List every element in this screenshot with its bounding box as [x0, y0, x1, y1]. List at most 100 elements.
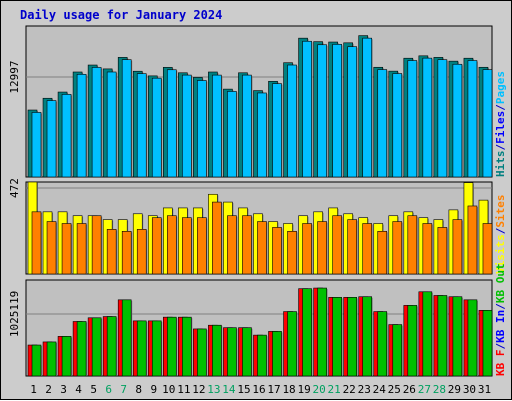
pages-files-hits-y-tick-label: 12997 [8, 60, 21, 93]
kb-out-bar [272, 331, 282, 377]
sites-bar [437, 227, 448, 275]
kb-out-bar [422, 291, 433, 377]
x-tick-label: 15 [237, 383, 250, 396]
sites-bar [91, 215, 102, 275]
legend-part: Sites [494, 195, 507, 228]
sites-bar [272, 227, 282, 275]
sites-bar [347, 219, 357, 275]
legend-part: Hits [494, 151, 507, 178]
files-bar [482, 69, 493, 178]
kb-out-bar [182, 316, 192, 377]
files-bar [377, 69, 388, 178]
files-bar [166, 69, 177, 178]
sites-bar [257, 221, 267, 275]
visits-sites-axis-legend: Visits/Sites [494, 195, 507, 275]
sites-bar [392, 221, 403, 275]
files-bar [332, 44, 342, 178]
sites-bar [46, 221, 57, 275]
x-tick-label: 29 [448, 383, 461, 396]
sites-bar [452, 219, 463, 275]
sites-bar [61, 223, 72, 275]
files-bar [287, 64, 297, 178]
x-tick-label: 12 [192, 383, 205, 396]
sites-bar [242, 215, 252, 275]
kb-out-bar [287, 311, 297, 377]
x-tick-label: 10 [162, 383, 175, 396]
x-tick-label: 22 [343, 383, 356, 396]
x-tick-label: 30 [463, 383, 476, 396]
legend-part: KB In [494, 310, 507, 343]
files-bar [392, 73, 403, 178]
kb-out-bar [31, 344, 42, 377]
kb-out-bar [347, 297, 357, 377]
chart-title: Daily usage for January 2024 [20, 8, 223, 22]
x-tick-label: 27 [418, 383, 431, 396]
sites-bar [482, 223, 493, 275]
legend-part: Pages [494, 71, 507, 104]
x-tick-label: 17 [267, 383, 280, 396]
sites-bar [332, 215, 342, 275]
legend-part: KB F [494, 350, 507, 377]
x-tick-label: 20 [313, 383, 326, 396]
sites-bar [151, 217, 162, 275]
sites-bar [422, 223, 433, 275]
x-tick-label: 3 [60, 383, 67, 396]
x-tick-label: 31 [478, 383, 491, 396]
visits-sites-y-tick-label: 472 [8, 178, 21, 198]
files-bar [242, 74, 252, 178]
kb-out-bar [106, 316, 117, 377]
kb-out-bar [362, 296, 373, 377]
sites-bar [76, 223, 87, 275]
x-tick-label: 7 [120, 383, 127, 396]
kb-out-bar [212, 324, 222, 377]
sites-bar [166, 215, 177, 275]
kb-out-bar [136, 320, 147, 377]
legend-part: KB Out [494, 263, 507, 303]
files-bar [362, 37, 373, 178]
x-tick-label: 13 [207, 383, 220, 396]
files-bar [452, 63, 463, 178]
files-bar [121, 59, 132, 178]
files-bar [422, 57, 433, 178]
sites-bar [302, 223, 312, 275]
x-tick-label: 4 [75, 383, 82, 396]
x-tick-label: 23 [358, 383, 371, 396]
kb-out-bar [76, 321, 87, 377]
kb-out-bar [452, 296, 463, 377]
x-tick-label: 8 [135, 383, 142, 396]
legend-part: Visits [494, 234, 507, 274]
files-bar [182, 74, 192, 178]
files-bar [61, 94, 72, 178]
x-tick-label: 16 [252, 383, 265, 396]
sites-bar [106, 229, 117, 275]
sites-bar [212, 201, 222, 275]
x-tick-label: 24 [373, 383, 387, 396]
files-bar [227, 91, 237, 178]
kb-out-bar [242, 327, 252, 377]
kb-out-bar [467, 299, 478, 377]
kb-out-bar [392, 324, 403, 377]
files-bar [347, 46, 357, 178]
sites-bar [227, 215, 237, 275]
files-bar [76, 74, 87, 178]
sites-bar [407, 215, 418, 275]
kb-out-bar [302, 288, 312, 377]
files-bar [197, 80, 207, 178]
kb-out-bar [91, 317, 102, 377]
kb-out-bar [46, 341, 57, 377]
kbytes-y-tick-label: 1025119 [8, 291, 21, 337]
kb-out-bar [257, 334, 267, 377]
files-bar [257, 92, 267, 178]
x-tick-label: 14 [222, 383, 236, 396]
files-bar [212, 74, 222, 178]
files-bar [136, 73, 147, 178]
x-tick-label: 1 [30, 383, 37, 396]
x-tick-label: 9 [150, 383, 157, 396]
x-tick-label: 6 [105, 383, 112, 396]
files-bar [467, 60, 478, 178]
x-tick-label: 21 [328, 383, 341, 396]
kb-out-bar [121, 299, 132, 377]
sites-bar [31, 211, 42, 275]
